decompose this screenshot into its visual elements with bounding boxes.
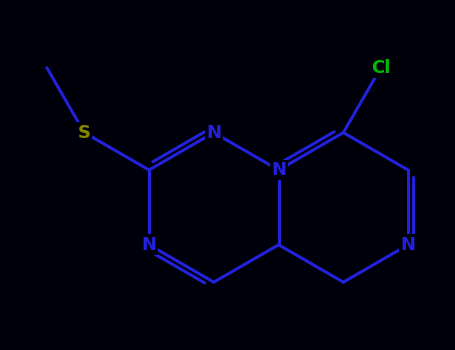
Text: N: N [271, 161, 286, 179]
Text: N: N [142, 236, 157, 254]
Text: S: S [78, 124, 91, 142]
Text: N: N [206, 124, 221, 142]
Text: N: N [400, 236, 415, 254]
Text: Cl: Cl [371, 59, 390, 77]
